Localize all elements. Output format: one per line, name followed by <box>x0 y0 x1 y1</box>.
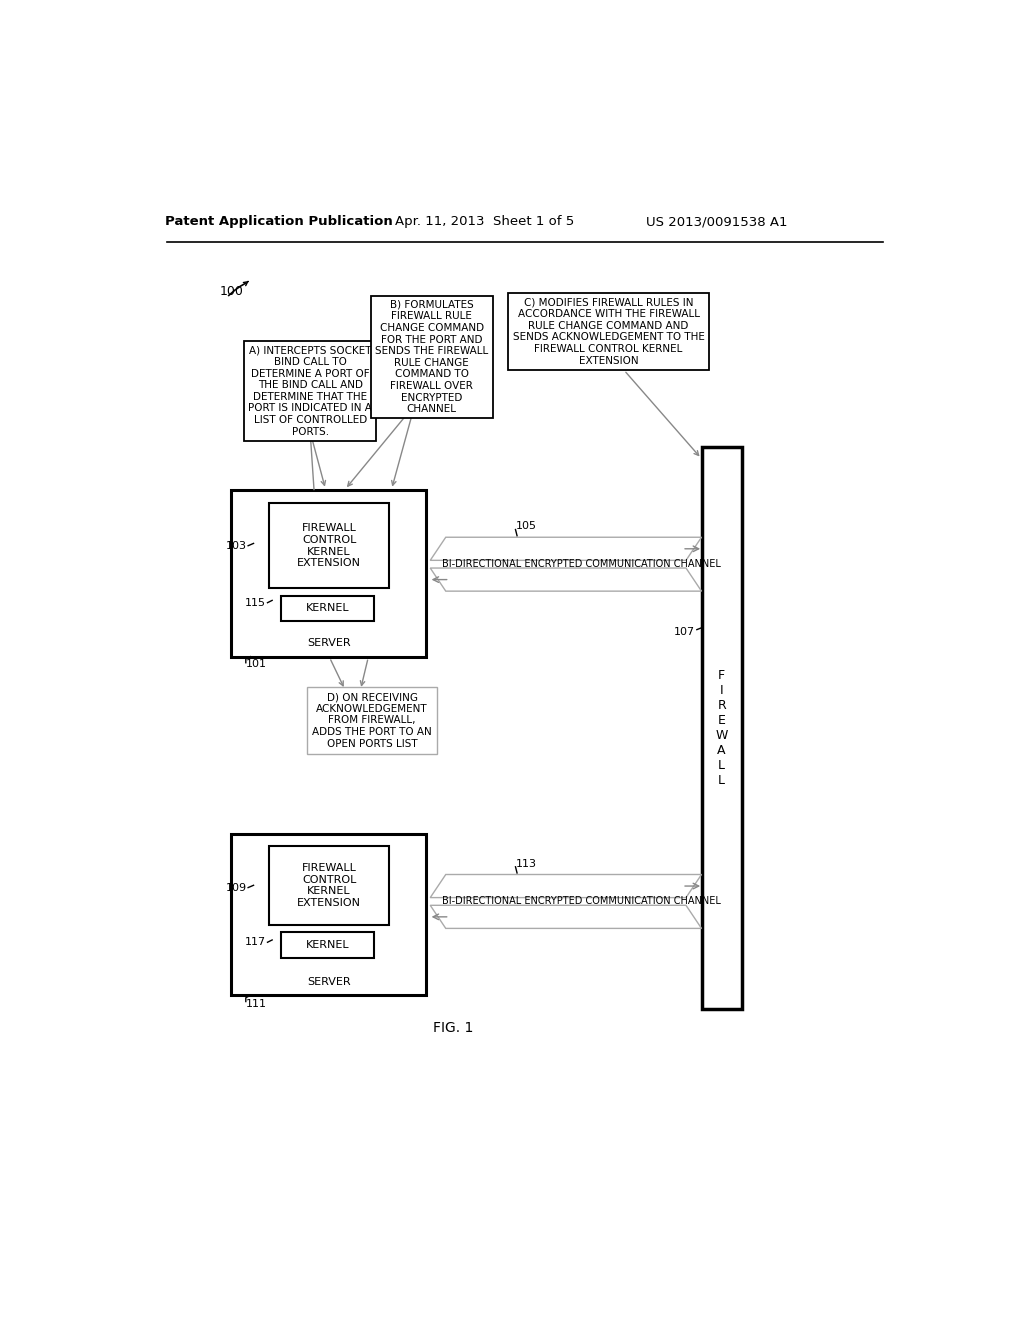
Text: FIG. 1: FIG. 1 <box>433 1022 474 1035</box>
Text: B) FORMULATES
FIREWALL RULE
CHANGE COMMAND
FOR THE PORT AND
SENDS THE FIREWALL
R: B) FORMULATES FIREWALL RULE CHANGE COMMA… <box>375 300 488 414</box>
Text: 107: 107 <box>674 627 695 638</box>
Text: 103: 103 <box>225 541 247 550</box>
Polygon shape <box>430 568 701 591</box>
Text: Apr. 11, 2013  Sheet 1 of 5: Apr. 11, 2013 Sheet 1 of 5 <box>395 215 574 228</box>
Text: Patent Application Publication: Patent Application Publication <box>165 215 393 228</box>
Bar <box>282 932 375 958</box>
Text: SERVER: SERVER <box>307 977 350 986</box>
Bar <box>269 846 389 925</box>
Text: 111: 111 <box>246 999 267 1008</box>
Text: 101: 101 <box>246 659 267 669</box>
Polygon shape <box>430 537 701 560</box>
Text: BI-DIRECTIONAL ENCRYPTED COMMUNICATION CHANNEL: BI-DIRECTIONAL ENCRYPTED COMMUNICATION C… <box>442 896 721 907</box>
Bar <box>701 447 741 1010</box>
Text: FIREWALL
CONTROL
KERNEL
EXTENSION: FIREWALL CONTROL KERNEL EXTENSION <box>297 863 361 908</box>
Text: 113: 113 <box>515 859 537 869</box>
Bar <box>231 490 426 657</box>
Text: SERVER: SERVER <box>307 639 350 648</box>
Text: 115: 115 <box>245 598 266 607</box>
Text: 100: 100 <box>219 285 244 298</box>
Text: FIREWALL
CONTROL
KERNEL
EXTENSION: FIREWALL CONTROL KERNEL EXTENSION <box>297 523 361 568</box>
Polygon shape <box>430 874 701 898</box>
Text: C) MODIFIES FIREWALL RULES IN
ACCORDANCE WITH THE FIREWALL
RULE CHANGE COMMAND A: C) MODIFIES FIREWALL RULES IN ACCORDANCE… <box>513 297 705 366</box>
Text: KERNEL: KERNEL <box>306 940 350 950</box>
Text: D) ON RECEIVING
ACKNOWLEDGEMENT
FROM FIREWALL,
ADDS THE PORT TO AN
OPEN PORTS LI: D) ON RECEIVING ACKNOWLEDGEMENT FROM FIR… <box>312 692 432 748</box>
Polygon shape <box>430 906 701 928</box>
Bar <box>282 595 375 622</box>
Text: 105: 105 <box>515 521 537 532</box>
Text: BI-DIRECTIONAL ENCRYPTED COMMUNICATION CHANNEL: BI-DIRECTIONAL ENCRYPTED COMMUNICATION C… <box>442 560 721 569</box>
Bar <box>269 503 389 589</box>
Text: 117: 117 <box>245 937 266 948</box>
Text: F
I
R
E
W
A
L
L: F I R E W A L L <box>716 669 728 787</box>
Text: KERNEL: KERNEL <box>306 603 350 614</box>
Bar <box>231 834 426 995</box>
Text: A) INTERCEPTS SOCKET
BIND CALL TO
DETERMINE A PORT OF
THE BIND CALL AND
DETERMIN: A) INTERCEPTS SOCKET BIND CALL TO DETERM… <box>248 346 372 437</box>
Text: 109: 109 <box>225 883 247 892</box>
Text: US 2013/0091538 A1: US 2013/0091538 A1 <box>646 215 787 228</box>
